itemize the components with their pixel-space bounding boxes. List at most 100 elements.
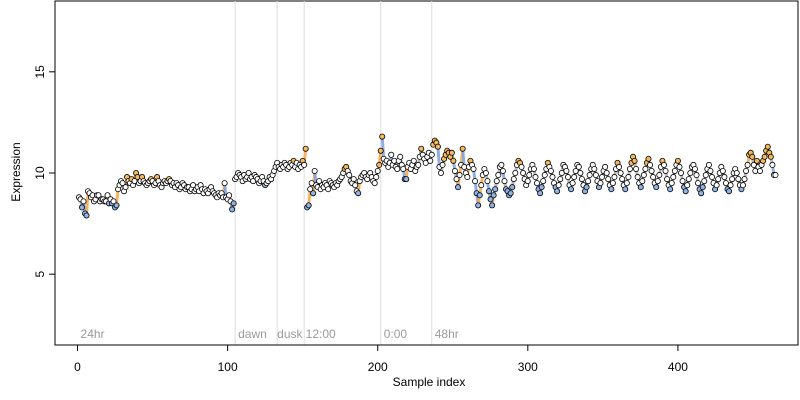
data-point-410 (699, 184, 706, 191)
data-point-412 (702, 172, 709, 179)
data-point-199 (374, 167, 381, 174)
data-point-362 (625, 174, 632, 181)
data-point-306 (538, 184, 545, 191)
data-point-356 (616, 163, 623, 170)
data-point-226 (415, 161, 422, 168)
data-point-357 (617, 169, 624, 176)
y-axis-label: Expression (9, 142, 23, 201)
data-point-400 (684, 182, 691, 189)
data-points (76, 133, 779, 219)
data-point-272 (486, 188, 493, 195)
data-point-29 (119, 180, 126, 187)
data-point-201 (377, 147, 384, 154)
data-point-411 (701, 178, 708, 185)
data-point-348 (603, 169, 610, 176)
data-point-253 (456, 172, 463, 179)
data-point-416 (708, 174, 715, 181)
data-point-214 (397, 153, 404, 160)
data-point-3 (80, 198, 87, 205)
data-point-402 (687, 169, 694, 176)
phase-label-4: 0:00 (384, 327, 408, 341)
data-point-427 (726, 188, 733, 195)
data-point-454 (767, 153, 774, 160)
data-point-341 (592, 172, 599, 179)
x-tick-label-300: 300 (518, 360, 538, 374)
y-tick-label-15: 15 (33, 65, 47, 79)
data-point-23 (110, 198, 117, 205)
data-point-392 (671, 167, 678, 174)
data-point-235 (428, 151, 435, 158)
data-point-366 (631, 157, 638, 164)
data-point-381 (654, 178, 661, 185)
data-point-406 (693, 172, 700, 179)
data-point-447 (756, 167, 763, 174)
data-point-276 (492, 186, 499, 193)
data-point-382 (656, 172, 663, 179)
data-point-433 (735, 176, 742, 183)
data-point-242 (439, 161, 446, 168)
x-tick-label-100: 100 (218, 360, 238, 374)
data-point-102 (229, 206, 236, 213)
data-point-353 (611, 174, 618, 181)
data-point-250 (451, 167, 458, 174)
data-point-401 (685, 176, 692, 183)
data-point-313 (549, 174, 556, 181)
data-point-150 (301, 161, 308, 168)
data-point-373 (642, 165, 649, 172)
data-point-385 (660, 161, 667, 168)
data-point-376 (647, 161, 654, 168)
data-point-445 (753, 157, 760, 164)
data-point-375 (645, 155, 652, 162)
data-point-248 (448, 149, 455, 156)
data-point-287 (509, 184, 516, 191)
phase-label-5: 48hr (435, 327, 459, 341)
data-point-439 (744, 161, 751, 168)
data-point-409 (698, 190, 705, 197)
data-point-200 (376, 161, 383, 168)
data-point-293 (518, 163, 525, 170)
data-point-258 (464, 174, 471, 181)
data-point-307 (540, 178, 547, 185)
data-point-428 (727, 182, 734, 189)
data-point-360 (622, 186, 629, 193)
plot-border (54, 0, 799, 346)
data-point-265 (475, 202, 482, 209)
data-point-198 (373, 174, 380, 181)
data-point-275 (490, 192, 497, 199)
data-point-166 (325, 186, 332, 193)
data-point-154 (307, 186, 314, 193)
data-point-377 (648, 167, 655, 174)
data-point-160 (316, 178, 323, 185)
y-axis: 5 10 15 (33, 65, 56, 278)
data-point-349 (605, 176, 612, 183)
data-point-429 (729, 176, 736, 183)
data-point-378 (650, 174, 657, 181)
data-point-180 (346, 172, 353, 179)
data-point-340 (591, 165, 598, 172)
data-point-387 (664, 176, 671, 183)
trend-line-4-19 (461, 147, 466, 169)
data-point-358 (619, 176, 626, 183)
data-point-394 (674, 157, 681, 164)
data-point-438 (743, 167, 750, 174)
data-point-450 (761, 153, 768, 160)
data-point-288 (510, 176, 517, 183)
data-point-437 (741, 176, 748, 183)
data-point-308 (541, 172, 548, 179)
data-point-332 (578, 176, 585, 183)
data-point-25 (113, 202, 120, 209)
data-point-183 (350, 176, 357, 183)
data-point-157 (311, 167, 318, 174)
data-point-371 (639, 178, 646, 185)
data-point-380 (653, 184, 660, 191)
x-axis-label: Sample index (393, 375, 466, 389)
data-point-389 (667, 186, 674, 193)
phase-labels: 24hr dawn dusk 12:00 0:00 48hr (81, 327, 459, 341)
data-point-271 (484, 178, 491, 185)
data-point-19 (104, 192, 111, 199)
data-point-208 (388, 151, 395, 158)
data-point-212 (394, 165, 401, 172)
data-point-297 (524, 178, 531, 185)
data-point-326 (569, 180, 576, 187)
